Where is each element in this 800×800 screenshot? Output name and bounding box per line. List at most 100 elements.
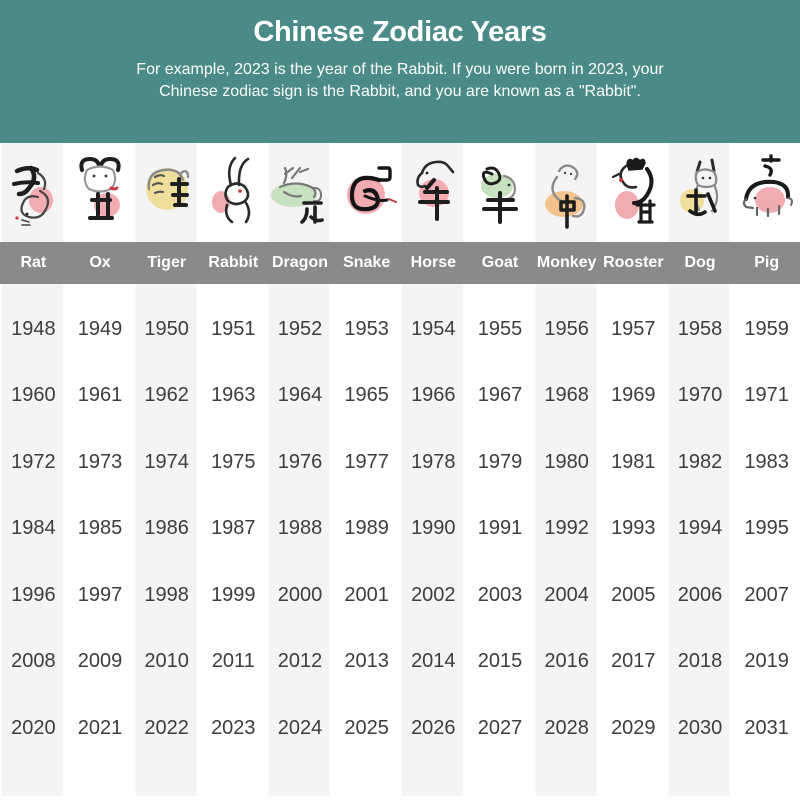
- year-cell-1952: 1952: [277, 317, 323, 340]
- year-cell-1963: 1963: [211, 384, 256, 407]
- tiger-illustration: [133, 143, 200, 242]
- zodiac-name-horse: Horse: [410, 254, 456, 271]
- goat-icon: [480, 166, 518, 224]
- header: Chinese Zodiac Years For example, 2023 i…: [0, 0, 800, 143]
- year-cell-1962: 1962: [144, 384, 189, 407]
- dog-illustration: [667, 143, 734, 242]
- year-cell-1978: 1978: [411, 450, 456, 473]
- year-cell-2021: 2021: [77, 716, 123, 739]
- zodiac-name-ox: Ox: [89, 254, 111, 271]
- zodiac-name-goat: Goat: [481, 254, 519, 271]
- year-cell-1992: 1992: [544, 517, 589, 540]
- zodiac-name-pig: Pig: [754, 254, 780, 271]
- year-cell-1989: 1989: [344, 517, 389, 540]
- year-cell-1964: 1964: [277, 384, 323, 407]
- tiger-icon: [145, 168, 189, 210]
- ox-illustration: [67, 143, 134, 242]
- horse-illustration: [400, 143, 467, 242]
- dragon-illustration: [267, 143, 334, 242]
- year-cell-2025: 2025: [344, 716, 389, 739]
- year-cell-2019: 2019: [744, 650, 789, 673]
- year-cell-1968: 1968: [544, 384, 589, 407]
- year-cell-2022: 2022: [144, 716, 189, 739]
- page-title: Chinese Zodiac Years: [253, 16, 547, 48]
- year-cell-2017: 2017: [611, 650, 656, 673]
- year-cell-1948: 1948: [11, 317, 56, 340]
- year-cell-1953: 1953: [344, 317, 389, 340]
- year-cell-2014: 2014: [411, 650, 456, 673]
- year-cell-1983: 1983: [744, 450, 789, 473]
- zodiac-name-snake: Snake: [343, 254, 391, 271]
- goat-illustration: [467, 143, 534, 242]
- year-cell-2012: 2012: [277, 650, 323, 673]
- year-cell-1973: 1973: [77, 450, 123, 473]
- year-cell-1993: 1993: [611, 517, 656, 540]
- year-cell-2006: 2006: [677, 583, 723, 606]
- year-cell-1956: 1956: [544, 317, 589, 340]
- year-cell-1951: 1951: [211, 317, 256, 340]
- year-cell-2009: 2009: [77, 650, 123, 673]
- year-cell-2027: 2027: [477, 716, 523, 739]
- year-cell-1969: 1969: [611, 384, 656, 407]
- year-cell-1958: 1958: [677, 317, 723, 340]
- year-cell-1959: 1959: [744, 317, 789, 340]
- snake-icon: [346, 166, 397, 214]
- year-cell-2003: 2003: [477, 583, 523, 606]
- rat-illustration: [0, 143, 67, 242]
- year-cell-1995: 1995: [744, 517, 789, 540]
- year-cell-2028: 2028: [544, 716, 589, 739]
- rooster-icon: [612, 157, 656, 224]
- year-cell-2008: 2008: [11, 650, 56, 673]
- zodiac-name-rooster: Rooster: [603, 254, 664, 271]
- year-cell-1965: 1965: [344, 384, 389, 407]
- year-cell-2015: 2015: [477, 650, 523, 673]
- year-cell-1955: 1955: [477, 317, 523, 340]
- year-cell-1970: 1970: [677, 384, 723, 407]
- year-cell-1967: 1967: [477, 384, 523, 407]
- subtitle: For example, 2023 is the year of the Rab…: [80, 59, 720, 102]
- zodiac-art-row: [0, 143, 800, 242]
- year-cell-1950: 1950: [144, 317, 189, 340]
- zodiac-name-tiger: Tiger: [147, 254, 187, 271]
- year-cell-2031: 2031: [744, 716, 789, 739]
- years-grid: 1948 1949 1950 1951 1952 1953 1954 1955 1956 1957…: [0, 284, 800, 762]
- year-cell-1972: 1972: [11, 450, 56, 473]
- year-cell-1999: 1999: [211, 583, 256, 606]
- pig-illustration: [733, 143, 800, 242]
- zodiac-name-row: Rat Ox Tiger Rabbit Dragon Snake Horse Goat Monk…: [0, 242, 800, 284]
- year-cell-1982: 1982: [677, 450, 723, 473]
- dog-icon: [679, 158, 719, 217]
- year-cell-2024: 2024: [277, 716, 323, 739]
- year-cell-2020: 2020: [11, 716, 56, 739]
- zodiac-name-rat: Rat: [20, 254, 47, 271]
- rabbit-illustration: [200, 143, 267, 242]
- year-cell-2005: 2005: [611, 583, 656, 606]
- year-cell-2023: 2023: [211, 716, 256, 739]
- monkey-icon: [544, 164, 586, 229]
- year-cell-2030: 2030: [677, 716, 723, 739]
- zodiac-name-dragon: Dragon: [271, 254, 328, 271]
- year-cell-2000: 2000: [277, 583, 323, 606]
- year-cell-1949: 1949: [77, 317, 123, 340]
- snake-illustration: [333, 143, 400, 242]
- zodiac-name-rabbit: Rabbit: [208, 254, 259, 271]
- year-cell-1985: 1985: [77, 517, 123, 540]
- year-cell-2029: 2029: [611, 716, 656, 739]
- year-cell-1957: 1957: [611, 317, 656, 340]
- year-cell-1996: 1996: [11, 583, 56, 606]
- zodiac-table: Rat Ox Tiger Rabbit Dragon Snake Horse Goat Monk…: [0, 143, 800, 800]
- year-cell-2010: 2010: [144, 650, 189, 673]
- year-cell-2011: 2011: [211, 650, 255, 673]
- rooster-illustration: [600, 143, 667, 242]
- year-cell-1979: 1979: [477, 450, 523, 473]
- year-cell-2013: 2013: [344, 650, 389, 673]
- subtitle-line-2: Chinese zodiac sign is the Rabbit, and y…: [159, 82, 641, 100]
- zodiac-name-dog: Dog: [684, 254, 716, 271]
- dragon-icon: [270, 166, 324, 224]
- year-cell-1960: 1960: [11, 384, 56, 407]
- year-cell-1988: 1988: [277, 517, 323, 540]
- year-cell-2002: 2002: [411, 583, 456, 606]
- horse-icon: [416, 160, 455, 221]
- year-cell-1994: 1994: [677, 517, 723, 540]
- year-cell-1977: 1977: [344, 450, 389, 473]
